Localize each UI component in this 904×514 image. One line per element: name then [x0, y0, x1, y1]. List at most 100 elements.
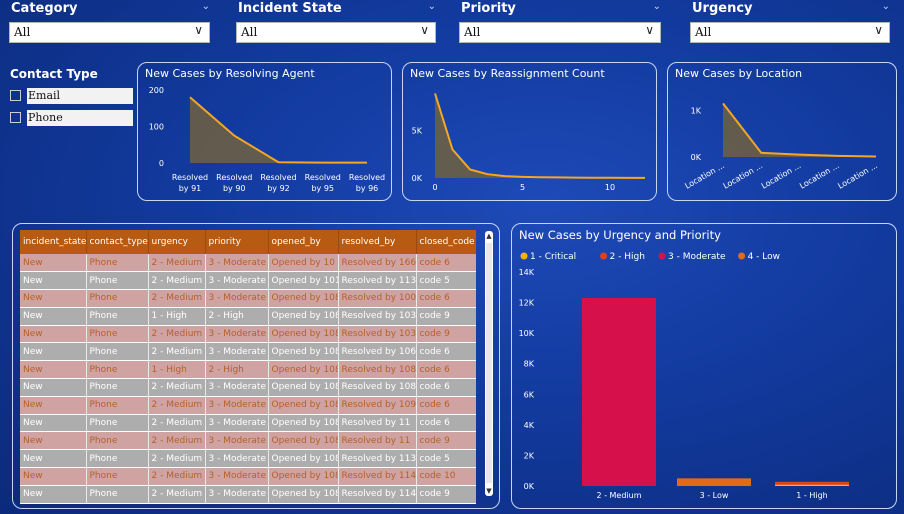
- urgency-dropdown[interactable]: All ∨: [690, 22, 890, 43]
- table-scrollbar[interactable]: ▲ ▼: [485, 231, 493, 496]
- incident-state-value: All: [241, 25, 258, 39]
- table-cell: Phone: [86, 254, 149, 273]
- chevron-down-icon[interactable]: ∨: [874, 23, 883, 37]
- table-cell: code 9: [416, 325, 476, 344]
- x-tick-label: Resolved: [172, 173, 208, 182]
- table-cell: Resolved by 100: [338, 289, 417, 308]
- table-cell: 2 - Medium: [148, 254, 206, 273]
- priority-dropdown[interactable]: All ∨: [459, 22, 661, 43]
- table-row[interactable]: New Phone 2 - Medium 3 - Moderate Opened by …: [20, 325, 476, 344]
- table-cell: 2 - High: [205, 307, 269, 326]
- table-header-incident-state[interactable]: incident_state: [20, 230, 87, 254]
- table-cell: 3 - Moderate: [205, 325, 269, 344]
- x-tick-label: Location ...: [798, 161, 841, 191]
- table-cell: New: [20, 467, 87, 486]
- contact-type-title: Contact Type: [10, 67, 98, 81]
- table-cell: Opened by 108: [268, 396, 339, 415]
- slicer-incident-state: Incident State ⌄ All ∨: [236, 0, 436, 44]
- chart-title: New Cases by Urgency and Priority: [519, 228, 721, 242]
- contact-type-phone[interactable]: Phone: [10, 110, 134, 126]
- table-cell: Resolved by 114: [338, 467, 417, 486]
- table-cell: Resolved by 113: [338, 271, 417, 291]
- legend-marker: [738, 252, 746, 260]
- chevron-down-icon[interactable]: ⌄: [652, 1, 661, 12]
- slicer-category-title: Category: [11, 1, 78, 16]
- chevron-down-icon[interactable]: ∨: [645, 23, 654, 37]
- checkbox-email[interactable]: [10, 90, 21, 101]
- x-tick-label: by 96: [356, 184, 379, 193]
- chevron-down-icon[interactable]: ∨: [420, 23, 429, 37]
- x-tick-label: by 91: [179, 184, 202, 193]
- table-row[interactable]: New Phone 2 - Medium 3 - Moderate Opened by …: [20, 414, 476, 433]
- table-cell: Opened by 108: [268, 325, 339, 344]
- table-row[interactable]: New Phone 2 - Medium 3 - Moderate Opened by …: [20, 254, 476, 273]
- y-tick-label: 1K: [691, 106, 702, 115]
- table-header-resolved-by[interactable]: resolved_by: [338, 230, 417, 254]
- table-row[interactable]: New Phone 2 - Medium 3 - Moderate Opened by …: [20, 271, 476, 291]
- chevron-down-icon[interactable]: ∨: [194, 23, 203, 37]
- table-cell: Opened by 108: [268, 360, 339, 380]
- chevron-down-icon[interactable]: ⌄: [881, 1, 890, 12]
- x-tick-label: Location ...: [836, 161, 879, 191]
- table-row[interactable]: New Phone 2 - Medium 3 - Moderate Opened by …: [20, 485, 476, 504]
- table-header-opened-by[interactable]: opened_by: [268, 230, 339, 254]
- incident-table-panel: [12, 223, 500, 509]
- chart-title: New Cases by Resolving Agent: [145, 67, 315, 80]
- table-cell: 2 - Medium: [148, 325, 206, 344]
- chevron-down-icon[interactable]: ⌄: [201, 1, 210, 12]
- scroll-thumb[interactable]: [486, 243, 492, 483]
- chart-title: New Cases by Location: [675, 67, 803, 80]
- table-row[interactable]: New Phone 2 - Medium 3 - Moderate Opened by …: [20, 396, 476, 415]
- table-cell: Opened by 108: [268, 467, 339, 486]
- table-row[interactable]: New Phone 2 - Medium 3 - Moderate Opened by …: [20, 449, 476, 469]
- table-row[interactable]: New Phone 2 - Medium 3 - Moderate Opened by …: [20, 378, 476, 397]
- category-value: All: [14, 25, 31, 39]
- table-row[interactable]: New Phone 2 - Medium 3 - Moderate Opened by …: [20, 431, 476, 451]
- chevron-down-icon[interactable]: ⌄: [427, 1, 436, 12]
- table-cell: Phone: [86, 289, 149, 308]
- table-cell: code 6: [416, 396, 476, 415]
- slicer-urgency: Urgency ⌄ All ∨: [690, 0, 890, 44]
- series-line: [434, 93, 646, 179]
- legend-label: 2 - High: [610, 252, 645, 262]
- table-cell: code 6: [416, 254, 476, 273]
- scroll-down-icon[interactable]: ▼: [486, 487, 492, 495]
- x-tick-label: 0: [432, 183, 437, 192]
- scroll-up-icon[interactable]: ▲: [486, 232, 492, 240]
- table-row[interactable]: New Phone 2 - Medium 3 - Moderate Opened by …: [20, 342, 476, 362]
- table-cell: code 9: [416, 431, 476, 451]
- table-cell: New: [20, 360, 87, 380]
- table-cell: 2 - Medium: [148, 378, 206, 397]
- table-cell: New: [20, 271, 87, 291]
- table-row[interactable]: New Phone 2 - Medium 3 - Moderate Opened by …: [20, 289, 476, 308]
- table-cell: New: [20, 378, 87, 397]
- checkbox-phone[interactable]: [10, 112, 21, 123]
- series-line: [722, 102, 877, 158]
- table-header-urgency[interactable]: urgency: [148, 230, 206, 254]
- incident-state-dropdown[interactable]: All ∨: [236, 22, 436, 43]
- table-cell: Resolved by 114: [338, 485, 417, 504]
- table-cell: Phone: [86, 414, 149, 433]
- table-row[interactable]: New Phone 1 - High 2 - High Opened by 108 Res…: [20, 307, 476, 326]
- table-cell: 3 - Moderate: [205, 378, 269, 397]
- slicer-priority-title: Priority: [461, 1, 516, 16]
- category-dropdown[interactable]: All ∨: [9, 22, 210, 43]
- table-cell: Opened by 10: [268, 254, 339, 273]
- legend-label: 3 - Moderate: [668, 252, 726, 262]
- table-header-closed-code[interactable]: closed_code: [416, 230, 476, 254]
- legend-label: 1 - Critical: [530, 252, 576, 262]
- table-cell: code 10: [416, 467, 476, 486]
- x-tick-label: Resolved: [349, 173, 385, 182]
- table-cell: Phone: [86, 485, 149, 504]
- table-cell: Resolved by 108: [338, 378, 417, 397]
- table-header-priority[interactable]: priority: [205, 230, 269, 254]
- bar-3-moderate: [582, 297, 656, 486]
- table-cell: 2 - Medium: [148, 467, 206, 486]
- table-row[interactable]: New Phone 2 - Medium 3 - Moderate Opened by …: [20, 467, 476, 486]
- table-row[interactable]: New Phone 1 - High 2 - High Opened by 108 Res…: [20, 360, 476, 380]
- table-header-contact-type[interactable]: contact_type: [86, 230, 149, 254]
- contact-type-email[interactable]: Email: [10, 88, 134, 104]
- x-tick-label: 1 - High: [796, 491, 827, 500]
- x-tick-label: by 90: [223, 184, 246, 193]
